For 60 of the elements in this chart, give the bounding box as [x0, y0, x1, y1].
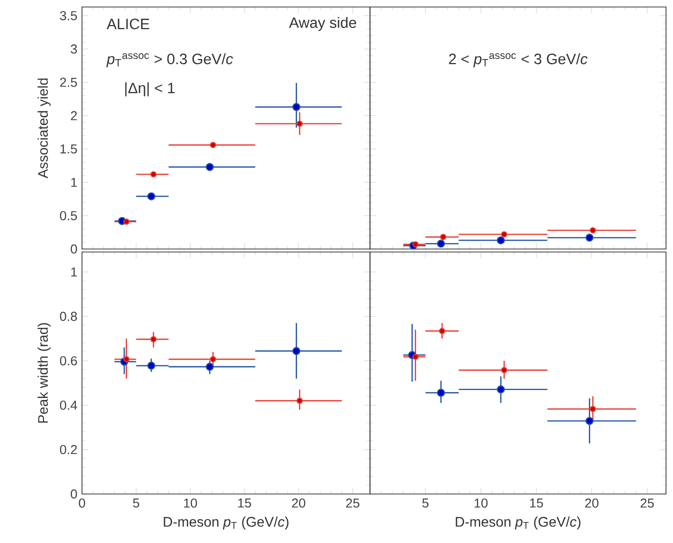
annotation: Away side [289, 16, 356, 31]
annotation: p$_{T}$$^{assoc}$ > 0.3 GeV/c [106, 53, 234, 68]
point [436, 240, 445, 248]
x-tick-label: 10 [474, 498, 488, 508]
point [496, 385, 505, 394]
point [586, 234, 594, 242]
point [436, 388, 445, 397]
point [210, 142, 216, 148]
x-tick-label: 5 [422, 498, 428, 508]
y-tick-label: 1 [71, 268, 77, 276]
y-axis-title: Peak width (rad) [38, 323, 51, 423]
point [123, 218, 130, 225]
x-axis-title: D-meson p$_{T}$ (GeV/c) [456, 516, 580, 530]
point [501, 367, 508, 374]
point [292, 103, 300, 111]
y-tick-label: 0.8 [60, 312, 77, 321]
y-tick-label: 2.5 [60, 78, 77, 87]
point [412, 354, 419, 360]
point [150, 171, 157, 178]
y-tick-label: 1 [71, 178, 77, 187]
x-tick-label: 15 [530, 498, 543, 508]
y-tick-label: 3 [70, 44, 77, 54]
x-tick-label: 20 [292, 498, 306, 508]
y-tick-label: 0 [70, 489, 77, 499]
y-tick-label: 2 [70, 111, 77, 120]
annotation: 2 < p$_{T}$$^{assoc}$ < 3 GeV/c [449, 53, 588, 68]
point [412, 241, 419, 248]
point [590, 406, 596, 412]
y-tick-label: 0.2 [60, 445, 77, 454]
point [296, 120, 303, 127]
point [586, 416, 594, 425]
point [590, 227, 596, 234]
x-tick-label: 0 [78, 498, 86, 508]
y-tick-label: 0 [70, 244, 77, 254]
point [440, 234, 446, 240]
point [123, 356, 130, 362]
y-tick-label: 0.4 [60, 400, 78, 410]
point [501, 231, 508, 238]
y-tick-label: 3.5 [60, 11, 77, 20]
point [496, 236, 505, 244]
point [438, 328, 446, 334]
point [292, 347, 300, 356]
x-tick-label: 5 [133, 498, 140, 508]
x-tick-label: 15 [238, 498, 252, 508]
annotation: |Δη| < 1 [125, 82, 175, 96]
point [206, 163, 214, 171]
y-tick-label: 1.5 [60, 144, 77, 154]
x-tick-label: 25 [346, 498, 360, 508]
annotation: ALICE [106, 18, 150, 30]
y-tick-label: 0.6 [60, 356, 77, 366]
point [210, 356, 216, 362]
x-tick-label: 10 [184, 498, 197, 508]
point [296, 398, 303, 404]
x-tick-label: 25 [640, 498, 654, 508]
x-tick-label: 20 [585, 498, 598, 508]
point [150, 336, 157, 342]
y-axis-title: Associated yield [38, 78, 51, 178]
x-axis-title: D-meson p$_{T}$ (GeV/c) [164, 516, 288, 530]
y-tick-label: 0.5 [60, 211, 77, 220]
point [147, 192, 156, 200]
